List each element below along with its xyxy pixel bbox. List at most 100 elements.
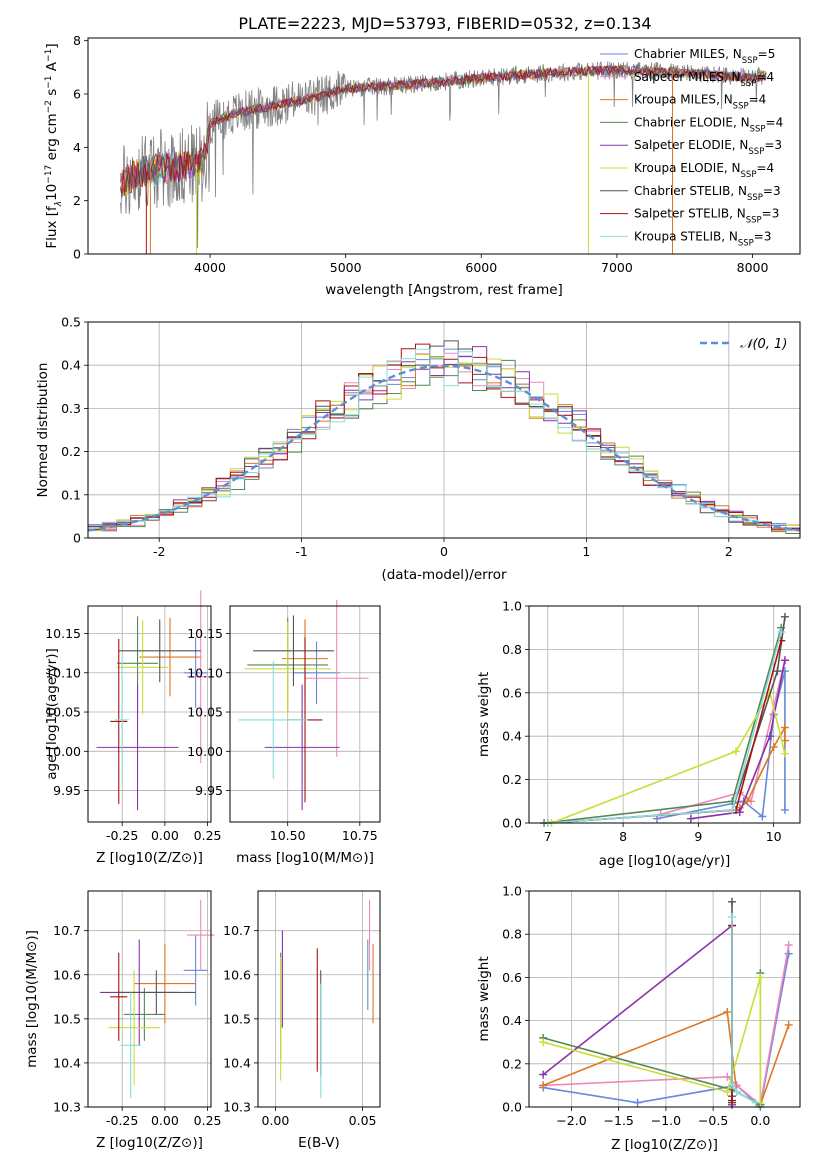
axes-frame (87, 605, 212, 823)
y-axis-label-part: A (44, 61, 60, 75)
weight-marker (723, 1072, 732, 1081)
legend-sep: , N (724, 70, 741, 84)
y-tick-label: 0.5 (61, 315, 81, 330)
legend-name: Kroupa MILES (634, 93, 716, 107)
y-tick-label: 0.4 (61, 358, 81, 373)
weight-marker (758, 812, 767, 821)
weight-marker (780, 723, 789, 732)
y-tick-label: 10.00 (45, 744, 81, 759)
x-tick-label: 0 (440, 544, 448, 559)
legend-entry: Salpeter MILES, NSSP=4 (634, 70, 774, 89)
y-tick-label: 8 (73, 33, 81, 48)
y-axis-label-part: −1 (44, 75, 54, 88)
y-tick-label: 0.8 (502, 642, 522, 657)
legend-eq: = (766, 115, 776, 129)
normal-curve (87, 364, 801, 532)
y-axis-label-part: ] (44, 43, 60, 48)
y-tick-label: 0.2 (502, 772, 522, 787)
x-tick-label: −2.0 (556, 1113, 586, 1128)
legend-sep: , N (721, 229, 738, 243)
x-tick-label: −0.5 (698, 1113, 728, 1128)
x-axis-label: Z [log10(Z/Z⊙)] (96, 1135, 203, 1151)
y-axis-label-part: −17 (44, 165, 54, 184)
x-tick-label: −1.5 (604, 1113, 634, 1128)
y-axis-label-part: −2 (44, 100, 54, 113)
x-tick-label: 0.0 (750, 1113, 770, 1128)
legend-sub: SSP (746, 216, 762, 226)
y-tick-label: 10.4 (223, 1055, 251, 1070)
y-tick-label: 9.95 (53, 783, 81, 798)
weight-marker (784, 949, 793, 958)
axes-frame (87, 321, 801, 539)
legend-eq: = (756, 70, 766, 84)
y-tick-label: 0.4 (502, 1013, 522, 1028)
legend-n: 3 (773, 184, 781, 198)
x-tick-label: 6000 (465, 260, 497, 275)
legend-n: 3 (774, 138, 782, 152)
y-tick-label: 4 (73, 140, 81, 155)
y-axis-label: mass weight (476, 956, 492, 1041)
x-axis-label: Z [log10(Z/Z⊙)] (96, 850, 203, 866)
legend-sep: , N (729, 207, 746, 221)
y-axis-label-part: λ (54, 201, 64, 207)
weight-marker (728, 1096, 737, 1105)
x-axis-label: age [log10(age/yr)] (599, 853, 731, 869)
y-tick-label: 0.3 (61, 401, 81, 416)
y-tick-label: 1.0 (502, 599, 522, 614)
weight-line-3 (544, 627, 782, 824)
y-tick-label: 10.5 (53, 1011, 81, 1026)
weight-vs-metallicity-panel: −2.0 −1.5 −1.0 −0.5 0.0 0.0 0.2 0.4 0.6 0.8 1.0 Z [… (476, 884, 801, 1153)
legend-sep: , N (730, 184, 747, 198)
x-tick-label: 10.50 (270, 828, 306, 843)
legend-name: Salpeter MILES (634, 70, 724, 84)
y-tick-label: 10.6 (53, 967, 81, 982)
legend-sep: , N (725, 47, 742, 61)
weight-marker (780, 805, 789, 814)
y-tick-label: 10.10 (187, 665, 223, 680)
x-tick-label: 5000 (330, 260, 362, 275)
x-tick-label: 0.05 (349, 1113, 377, 1128)
y-axis-label: Normed distribution (35, 363, 51, 498)
weight-marker (728, 897, 737, 906)
legend-sep: , N (732, 138, 749, 152)
weight-marker (769, 743, 778, 752)
y-tick-label: 0.0 (502, 1100, 522, 1115)
x-tick-label: -0.25 (106, 1113, 138, 1128)
axes-frame (87, 37, 801, 255)
x-axis-label: Z [log10(Z/Z⊙)] (611, 1137, 718, 1153)
legend-sub: SSP (741, 170, 757, 180)
legend-name: Kroupa STELIB (634, 229, 721, 243)
legend-sub: SSP (748, 147, 764, 157)
x-tick-label: 4000 (194, 260, 226, 275)
y-axis-label: Flux [fλ10−17 erg cm−2 s−1 A−1] (44, 43, 64, 248)
x-tick-label: 0.25 (194, 828, 222, 843)
y-tick-label: 10.3 (223, 1100, 251, 1115)
y-axis-label: mass [log10(M/M⊙)] (24, 930, 40, 1068)
x-axis-label: wavelength [Angstrom, rest frame] (325, 282, 563, 298)
x-tick-label: 0.00 (262, 1113, 290, 1128)
legend-n: 4 (767, 161, 775, 175)
legend-sep: , N (724, 161, 741, 175)
legend-sub: SSP (742, 56, 758, 66)
legend-n: 3 (772, 207, 780, 221)
y-axis-label: age [log10(age/yr)] (44, 648, 60, 780)
legend-sep: , N (716, 93, 733, 107)
legend-sub: SSP (741, 79, 757, 89)
legend-name: Salpeter STELIB (634, 207, 729, 221)
weight-marker (732, 1087, 741, 1096)
y-tick-label: 1.0 (502, 884, 522, 899)
legend-entry: Salpeter STELIB, NSSP=3 (634, 207, 779, 226)
legend-name: Chabrier MILES (634, 47, 725, 61)
weight-line-0 (656, 670, 786, 820)
weight-marker (784, 941, 793, 949)
axes-frame (87, 890, 212, 1108)
figure-title: PLATE=2223, MJD=53793, FIBERID=0532, z=0… (238, 14, 651, 33)
weight-marker (780, 612, 789, 621)
residual-histogram-6 (88, 340, 800, 532)
x-axis-label: E(B-V) (298, 1135, 340, 1151)
legend-name: Chabrier ELODIE (634, 115, 733, 129)
weight-marker (728, 1081, 737, 1090)
x-tick-label: 2 (725, 544, 733, 559)
y-tick-label: 2 (73, 193, 81, 208)
